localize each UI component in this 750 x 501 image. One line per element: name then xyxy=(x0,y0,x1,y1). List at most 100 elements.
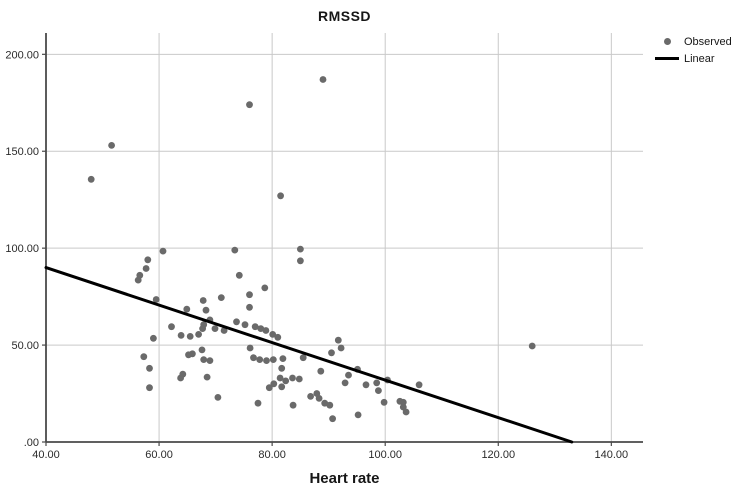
data-point xyxy=(144,256,152,264)
data-point xyxy=(146,364,153,372)
data-point xyxy=(269,331,277,338)
data-point xyxy=(108,142,115,149)
data-point xyxy=(233,318,240,326)
data-point xyxy=(341,379,349,387)
data-point xyxy=(214,394,222,401)
regression-line xyxy=(44,266,574,444)
data-point xyxy=(256,356,264,363)
data-point xyxy=(263,357,270,364)
data-point xyxy=(206,357,214,364)
y-tick-label: 100.00 xyxy=(5,243,39,255)
data-point xyxy=(217,294,225,301)
data-point xyxy=(198,346,206,354)
y-tick-label: 200.00 xyxy=(5,49,39,61)
data-point xyxy=(326,401,334,409)
data-point xyxy=(282,377,290,385)
data-point xyxy=(265,384,273,392)
data-point xyxy=(289,374,296,382)
data-point xyxy=(380,398,388,406)
data-point xyxy=(345,371,352,379)
x-tick-label: 100.00 xyxy=(368,449,402,461)
data-point xyxy=(254,399,262,407)
data-point xyxy=(177,374,185,382)
data-point xyxy=(140,353,148,361)
data-point xyxy=(246,291,253,299)
data-point xyxy=(142,265,150,272)
data-point xyxy=(362,381,370,389)
legend-label-observed: Observed xyxy=(684,35,732,48)
data-point xyxy=(528,342,536,350)
legend: Observed Linear xyxy=(654,33,732,67)
x-axis-title: Heart rate xyxy=(309,470,380,487)
data-point xyxy=(220,327,228,334)
data-point xyxy=(279,355,287,362)
data-point xyxy=(177,332,185,339)
data-point xyxy=(231,246,239,254)
data-point xyxy=(257,325,265,332)
data-point xyxy=(189,350,196,358)
data-point xyxy=(297,257,304,265)
data-point xyxy=(199,297,207,304)
data-point xyxy=(246,303,253,311)
data-point xyxy=(159,247,167,255)
data-point xyxy=(415,381,423,389)
data-point xyxy=(313,390,321,397)
data-point xyxy=(146,384,153,392)
data-point xyxy=(261,284,269,292)
data-point xyxy=(373,379,381,387)
data-point xyxy=(150,334,157,342)
data-point xyxy=(235,271,243,279)
x-tick-label: 40.00 xyxy=(32,449,60,461)
data-point xyxy=(299,354,307,362)
data-point xyxy=(269,356,277,363)
data-point xyxy=(168,323,175,331)
data-point xyxy=(278,364,286,372)
data-point xyxy=(200,356,208,363)
data-point xyxy=(262,327,270,334)
data-point xyxy=(328,349,335,357)
legend-label-linear: Linear xyxy=(684,52,715,65)
data-point xyxy=(307,393,314,400)
data-point xyxy=(183,305,191,313)
data-point xyxy=(317,367,325,375)
data-point xyxy=(241,321,249,329)
x-tick-label: 80.00 xyxy=(258,449,286,461)
data-point xyxy=(186,333,194,340)
data-point xyxy=(399,398,407,406)
y-tick-label: 150.00 xyxy=(5,146,39,158)
data-point xyxy=(276,374,284,382)
data-point xyxy=(246,344,254,352)
data-point xyxy=(87,175,95,183)
data-point xyxy=(251,323,259,331)
linear-line-icon xyxy=(654,57,680,60)
data-point xyxy=(375,387,382,394)
data-point xyxy=(319,76,327,83)
data-point xyxy=(250,354,257,362)
x-tick-label: 60.00 xyxy=(145,449,173,461)
y-tick-label: .00 xyxy=(24,437,39,449)
data-point xyxy=(274,333,282,341)
observed-dot-icon xyxy=(654,38,680,45)
data-point xyxy=(211,325,219,332)
y-tick-label: 50.00 xyxy=(11,340,39,352)
data-point xyxy=(203,373,211,381)
data-point xyxy=(334,336,342,344)
x-tick-label: 120.00 xyxy=(481,449,515,461)
data-point xyxy=(199,325,207,332)
data-point xyxy=(152,296,160,303)
data-point xyxy=(289,401,297,409)
data-point xyxy=(202,306,210,314)
legend-item-linear: Linear xyxy=(654,50,732,67)
data-point xyxy=(402,408,410,416)
data-point xyxy=(295,375,303,383)
x-tick-label: 140.00 xyxy=(595,449,629,461)
data-point xyxy=(337,344,345,352)
data-point xyxy=(329,415,336,423)
data-point xyxy=(246,101,253,109)
data-point xyxy=(270,380,278,388)
data-point xyxy=(278,383,286,391)
data-point xyxy=(297,245,304,253)
data-point xyxy=(195,331,203,338)
